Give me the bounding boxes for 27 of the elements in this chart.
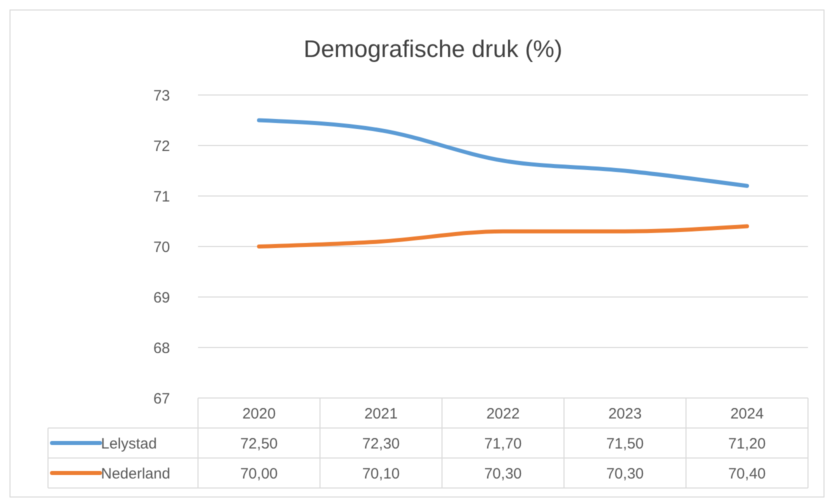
legend-label: Nederland <box>101 465 170 482</box>
data-label: 71,70 <box>484 435 522 452</box>
line-series <box>257 118 749 188</box>
x-tick-label: 2021 <box>364 405 398 422</box>
y-tick-label: 72 <box>153 138 170 155</box>
y-tick-label: 73 <box>153 87 170 104</box>
data-label: 71,50 <box>606 435 644 452</box>
x-tick-label: 2023 <box>608 405 642 422</box>
legend-label: Lelystad <box>101 435 157 452</box>
data-label: 72,30 <box>362 435 400 452</box>
x-tick-label: 2020 <box>242 405 276 422</box>
line-series <box>257 224 749 248</box>
chart-title: Demografische druk (%) <box>304 36 562 63</box>
data-label: 70,10 <box>362 465 400 482</box>
data-label: 70,00 <box>240 465 278 482</box>
y-tick-label: 70 <box>153 238 170 256</box>
y-tick-label: 69 <box>153 289 170 306</box>
data-label: 70,30 <box>484 465 522 482</box>
y-tick-label: 68 <box>153 340 170 357</box>
y-tick-label: 67 <box>153 390 170 408</box>
data-label: 71,20 <box>728 435 766 452</box>
data-label: 70,30 <box>606 465 644 482</box>
y-tick-label: 71 <box>153 188 170 206</box>
x-tick-label: 2024 <box>730 405 764 422</box>
data-label: 72,50 <box>240 435 278 452</box>
data-label: 70,40 <box>728 465 766 482</box>
x-tick-label: 2022 <box>486 405 520 422</box>
